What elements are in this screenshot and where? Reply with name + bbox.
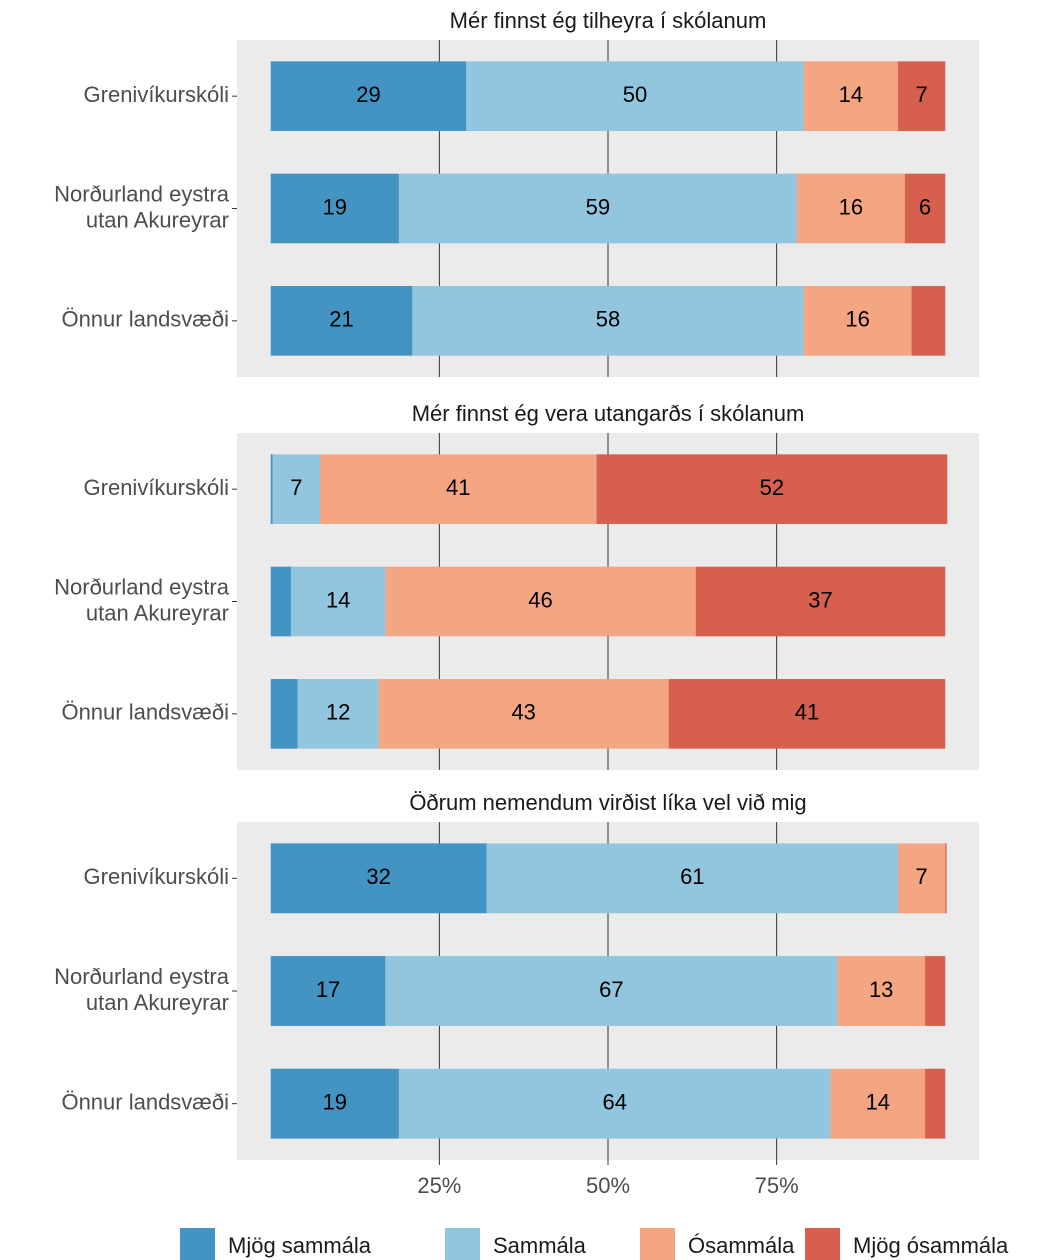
x-tick-label: 75%	[755, 1173, 799, 1198]
y-tick-label: Önnur landsvæði	[61, 700, 229, 725]
data-label: 16	[839, 194, 863, 219]
bar-segment	[270, 1068, 399, 1139]
bar-segment	[270, 843, 487, 914]
bar-segment	[911, 286, 946, 356]
data-label: 14	[839, 82, 863, 107]
panel-title: Mér finnst ég tilheyra í skólanum	[450, 8, 767, 33]
bar-segment	[796, 173, 905, 244]
y-tick-label: Norðurland eystra utan Akureyrar	[54, 574, 230, 625]
bar-segment	[270, 61, 467, 131]
bar-segment	[830, 1068, 926, 1139]
data-label: 46	[528, 587, 552, 612]
data-label: 32	[366, 864, 390, 889]
panel-title: Öðrum nemendum virðist líka vel við mig	[409, 790, 806, 815]
legend-label: Mjög ósammála	[853, 1233, 1009, 1258]
data-label: 12	[326, 700, 350, 725]
data-label: 52	[760, 475, 784, 500]
data-label: 14	[326, 587, 350, 612]
bar-segment	[319, 454, 597, 524]
bar-segment	[803, 61, 899, 131]
bar-segment	[270, 454, 273, 524]
data-label: 67	[599, 977, 623, 1002]
data-label: 41	[446, 475, 470, 500]
data-label: 7	[916, 864, 928, 889]
legend-swatch	[445, 1228, 480, 1260]
bar-segment	[668, 679, 946, 749]
y-tick-label: Norðurland eystra utan Akureyrar	[54, 964, 230, 1015]
y-tick-label: Grenivíkurskóli	[84, 82, 229, 107]
legend-swatch	[180, 1228, 215, 1260]
bar-segment	[596, 454, 948, 524]
bar-segment	[925, 956, 946, 1026]
data-label: 7	[916, 82, 928, 107]
y-tick-label: Önnur landsvæði	[61, 1089, 229, 1114]
bar-segment	[898, 61, 946, 131]
y-tick-label: Norðurland eystra utan Akureyrar	[54, 181, 230, 232]
bar-segment	[270, 173, 399, 244]
bar-segment	[486, 843, 899, 914]
bar-segment	[398, 1068, 831, 1139]
bar-segment	[385, 956, 838, 1026]
legend-swatch	[640, 1228, 675, 1260]
bar-segment	[290, 566, 386, 637]
x-tick-label: 50%	[586, 1173, 630, 1198]
x-tick-label: 25%	[417, 1173, 461, 1198]
bar-segment	[412, 286, 804, 356]
bar-segment	[695, 566, 946, 637]
panel-title: Mér finnst ég vera utangarðs í skólanum	[412, 401, 805, 426]
bar-segment	[837, 956, 926, 1026]
bar-segment	[270, 566, 291, 637]
y-tick-label: Önnur landsvæði	[61, 307, 229, 332]
legend-swatch	[805, 1228, 840, 1260]
legend-label: Mjög sammála	[228, 1233, 372, 1258]
data-label: 41	[795, 700, 819, 725]
data-label: 13	[869, 977, 893, 1002]
data-label: 19	[323, 194, 347, 219]
data-label: 61	[680, 864, 704, 889]
data-label: 59	[586, 194, 610, 219]
data-label: 29	[356, 82, 380, 107]
data-label: 16	[845, 307, 869, 332]
bar-segment	[904, 173, 946, 244]
bar-segment	[945, 843, 947, 914]
bar-segment	[270, 286, 413, 356]
bar-segment	[272, 454, 320, 524]
bar-segment	[466, 61, 804, 131]
bar-segment	[925, 1068, 946, 1139]
bar-segment	[803, 286, 912, 356]
bar-segment	[378, 679, 669, 749]
bar-segment	[270, 956, 386, 1026]
data-label: 64	[603, 1089, 627, 1114]
data-label: 6	[919, 194, 931, 219]
data-label: 50	[623, 82, 647, 107]
bar-segment	[898, 843, 946, 914]
y-tick-label: Grenivíkurskóli	[84, 475, 229, 500]
data-label: 58	[596, 307, 620, 332]
legend-label: Ósammála	[688, 1233, 795, 1258]
data-label: 7	[290, 475, 302, 500]
data-label: 14	[866, 1089, 890, 1114]
y-tick-label: Grenivíkurskóli	[84, 864, 229, 889]
data-label: 19	[323, 1089, 347, 1114]
bar-segment	[398, 173, 797, 244]
data-label: 43	[511, 700, 535, 725]
bar-segment	[270, 679, 298, 749]
legend-label: Sammála	[493, 1233, 587, 1258]
data-label: 21	[329, 307, 353, 332]
bar-segment	[297, 679, 379, 749]
data-label: 37	[808, 587, 832, 612]
data-label: 17	[316, 977, 340, 1002]
bar-segment	[385, 566, 696, 637]
